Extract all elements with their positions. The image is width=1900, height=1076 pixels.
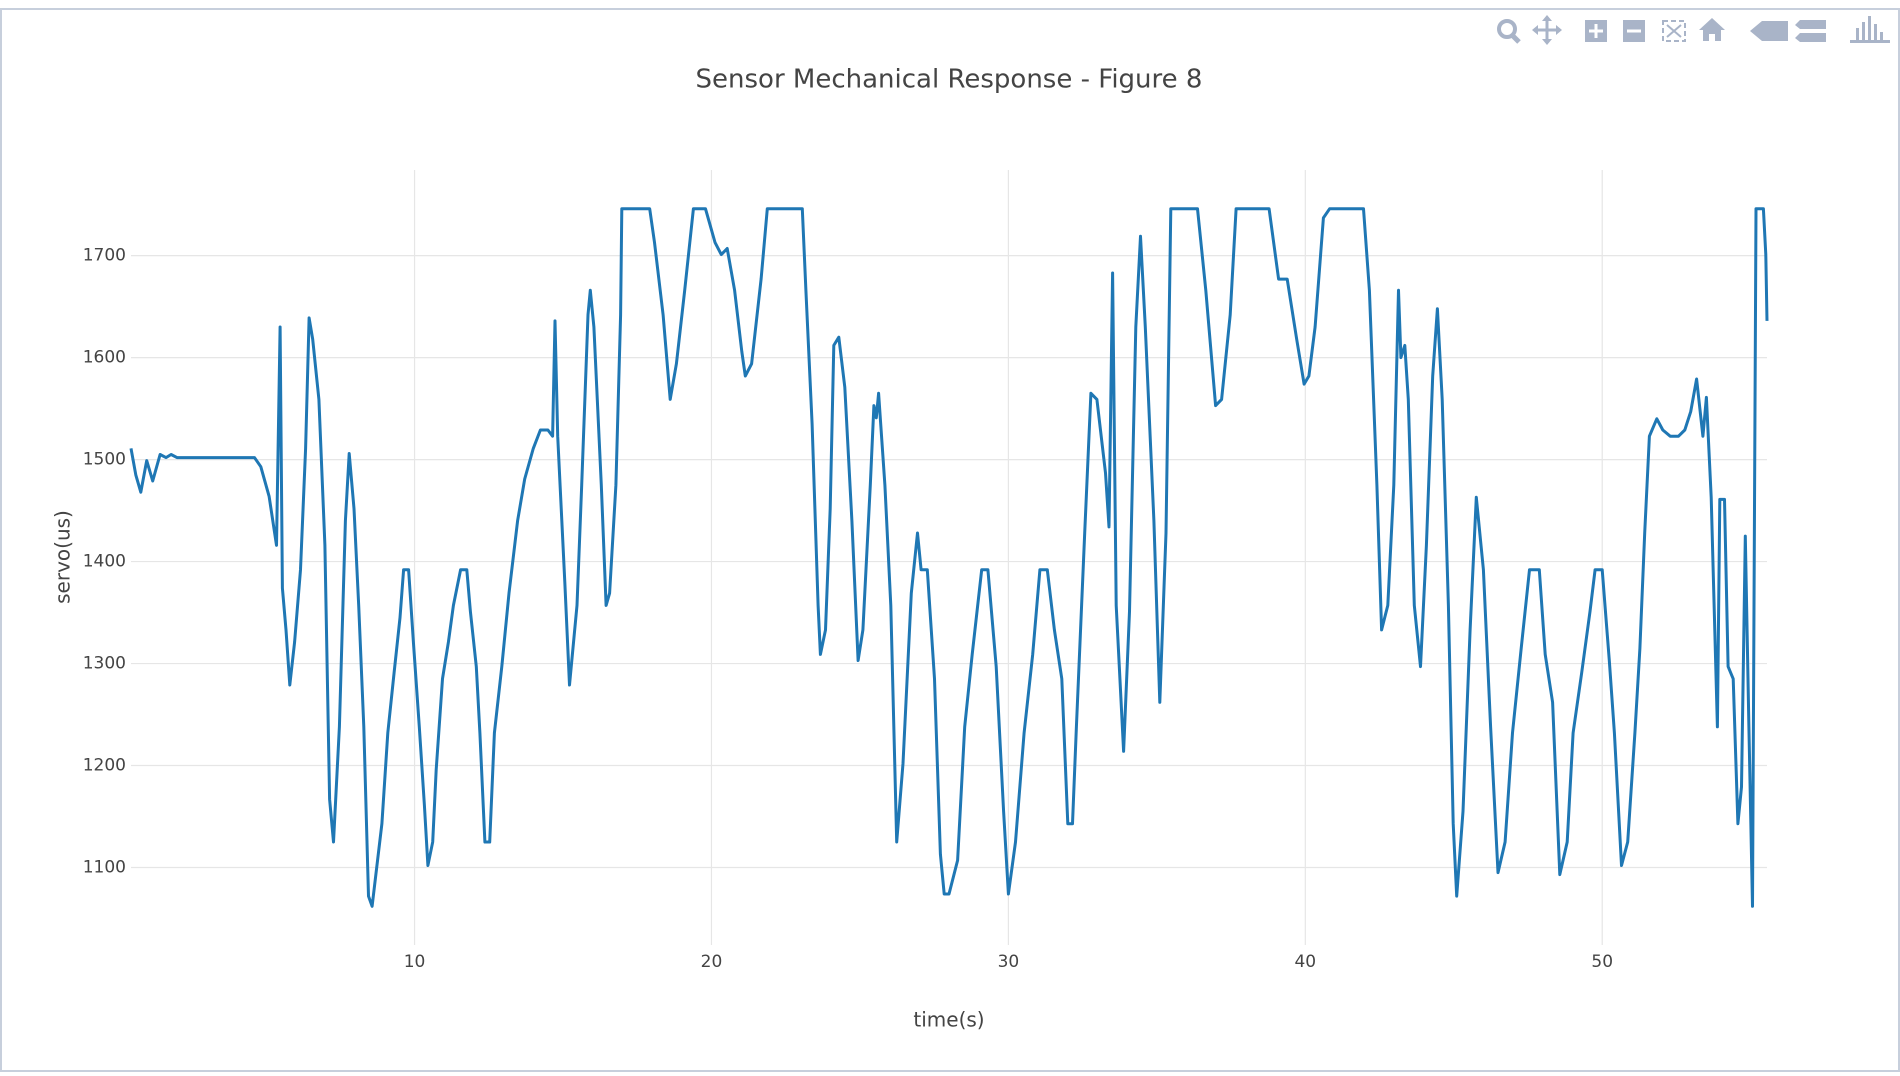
- y-tick-label: 1100: [83, 858, 126, 878]
- x-tick-label: 20: [701, 952, 723, 972]
- x-axis-title: time(s): [913, 1008, 984, 1032]
- zoom-out-button[interactable]: [1623, 20, 1645, 42]
- y-tick-label: 1300: [83, 654, 126, 674]
- zoom-button[interactable]: [1497, 19, 1521, 44]
- pan-button[interactable]: [1532, 15, 1562, 45]
- toolbar: [1497, 15, 1890, 45]
- hover-closest-button[interactable]: [1750, 21, 1788, 41]
- x-tick-label: 10: [404, 952, 426, 972]
- frame: [0, 8, 1900, 1072]
- y-axis-title: servo(us): [51, 510, 75, 604]
- zoom-in-button[interactable]: [1585, 20, 1607, 42]
- y-tick-label: 1500: [83, 450, 126, 470]
- y-tick-label: 1700: [83, 246, 126, 266]
- chart-title: Sensor Mechanical Response - Figure 8: [696, 65, 1203, 95]
- plotly-logo[interactable]: [1850, 16, 1890, 43]
- x-tick-label: 50: [1591, 952, 1613, 972]
- plot-area: [129, 207, 1769, 908]
- reset-button[interactable]: [1699, 18, 1725, 41]
- y-tick-label: 1400: [83, 552, 126, 572]
- y-tick-label: 1200: [83, 756, 126, 776]
- y-tick-label: 1600: [83, 348, 126, 368]
- hover-compare-button[interactable]: [1795, 20, 1826, 42]
- data-line: [129, 207, 1769, 908]
- autoscale-button[interactable]: [1662, 20, 1686, 42]
- x-tick-label: 40: [1294, 952, 1316, 972]
- x-tick-label: 30: [998, 952, 1020, 972]
- grid: 10 20 30 40 50 1100 1200 1300 1400 1500 1600 1700: [83, 170, 1767, 972]
